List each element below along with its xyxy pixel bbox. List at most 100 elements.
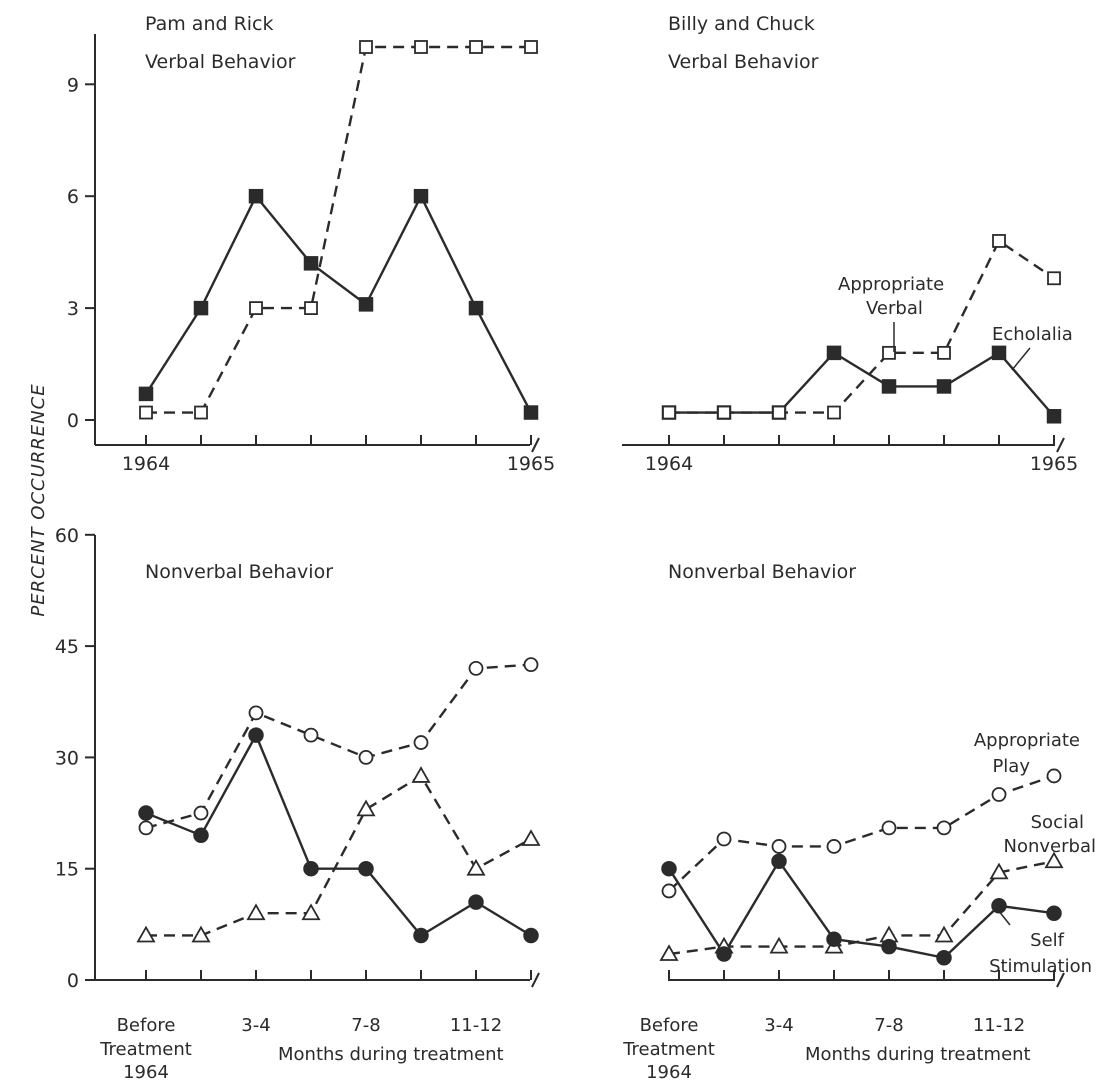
year-label-end-right: 1965 bbox=[1030, 453, 1078, 475]
y-tick-label: 3 bbox=[67, 298, 79, 320]
data-point-open-square bbox=[772, 405, 786, 420]
x-label-before-left-1: Before bbox=[117, 1015, 176, 1036]
panel-title-top-left-line1: Pam and Rick bbox=[145, 13, 274, 35]
data-point-open-circle bbox=[991, 787, 1007, 802]
annotation-self-stimulation-line2: Stimulation bbox=[989, 956, 1092, 977]
panel-title-top-right-line2: Verbal Behavior bbox=[668, 51, 819, 73]
data-point-open-square bbox=[139, 405, 153, 420]
data-point-filled-circle bbox=[1046, 905, 1062, 921]
y-tick-label: 60 bbox=[55, 525, 79, 547]
y-tick-label: 0 bbox=[67, 410, 79, 432]
data-point-filled-circle bbox=[826, 931, 842, 947]
data-point-open-square bbox=[359, 40, 373, 54]
annotation-echolalia: Echolalia bbox=[992, 324, 1073, 371]
series-line bbox=[668, 860, 1055, 956]
bottom-left-axes: 0 15 30 45 60 bbox=[55, 525, 540, 992]
data-point-filled-circle bbox=[413, 927, 429, 944]
data-point-open-circle bbox=[1046, 768, 1062, 784]
data-point-open-circle bbox=[193, 805, 209, 821]
top-left-axes: 0 3 6 9 bbox=[67, 34, 540, 453]
year-label-start-right: 1964 bbox=[645, 453, 693, 475]
data-point-filled-circle bbox=[991, 898, 1007, 914]
data-point-open-square bbox=[469, 40, 483, 54]
x-label-before-left-2: Treatment bbox=[99, 1039, 192, 1060]
x-label-7-8-left: 7-8 bbox=[351, 1015, 380, 1036]
x-label-11-12-right: 11-12 bbox=[973, 1015, 1025, 1036]
data-point-open-triangle bbox=[659, 944, 679, 961]
data-point-open-triangle bbox=[136, 925, 156, 943]
data-point-open-square bbox=[662, 405, 676, 420]
data-point-open-square bbox=[249, 301, 263, 316]
data-point-open-circle bbox=[661, 883, 677, 899]
x-label-before-right-3: 1964 bbox=[646, 1062, 692, 1083]
data-point-open-triangle bbox=[769, 936, 789, 954]
data-point-open-circle bbox=[881, 820, 897, 836]
panel-title-top-right-line1: Billy and Chuck bbox=[668, 13, 815, 35]
data-point-filled-square bbox=[936, 379, 952, 394]
x-label-3-4-left: 3-4 bbox=[241, 1015, 270, 1036]
data-point-filled-square bbox=[138, 386, 154, 402]
y-tick-label: 9 bbox=[67, 74, 79, 96]
annotation-appropriate-verbal: Appropriate Verbal bbox=[838, 274, 944, 352]
data-point-open-triangle bbox=[356, 799, 376, 817]
series-line bbox=[668, 774, 1055, 892]
data-point-filled-square bbox=[413, 188, 429, 204]
year-label-end-left: 1965 bbox=[507, 453, 555, 475]
y-tick-label: 6 bbox=[67, 186, 79, 208]
data-point-open-triangle bbox=[521, 829, 541, 846]
data-point-open-triangle bbox=[246, 903, 266, 921]
data-point-open-square bbox=[194, 405, 208, 420]
data-point-open-square bbox=[992, 234, 1006, 248]
data-point-filled-circle bbox=[138, 805, 154, 821]
data-point-open-circle bbox=[303, 727, 319, 743]
data-point-open-square bbox=[414, 40, 428, 54]
series-line bbox=[669, 239, 1055, 414]
top-right-axes bbox=[622, 435, 1065, 453]
data-point-open-square bbox=[524, 40, 538, 54]
data-point-filled-square bbox=[881, 379, 897, 394]
x-label-before-right-2: Treatment bbox=[622, 1039, 715, 1060]
panel-title-bottom-right: Nonverbal Behavior bbox=[668, 561, 856, 583]
data-point-filled-square bbox=[358, 297, 374, 312]
y-tick-label: 45 bbox=[55, 636, 79, 658]
y-tick-label: 30 bbox=[55, 747, 79, 769]
data-point-filled-square bbox=[248, 188, 264, 204]
data-point-open-triangle bbox=[989, 862, 1009, 880]
data-point-filled-circle bbox=[303, 860, 319, 877]
series-line bbox=[146, 774, 532, 937]
annotation-social-nonverbal: Social Nonverbal bbox=[1004, 812, 1096, 857]
data-point-open-triangle bbox=[934, 925, 954, 943]
data-point-filled-circle bbox=[358, 860, 374, 877]
data-point-open-circle bbox=[716, 831, 732, 847]
annotation-appropriate-play-line2: Play bbox=[992, 756, 1030, 777]
panel-title-top-left-line2: Verbal Behavior bbox=[145, 51, 296, 73]
series-line bbox=[145, 663, 532, 830]
data-point-filled-square bbox=[193, 300, 209, 316]
data-point-filled-circle bbox=[936, 949, 952, 966]
data-point-filled-square bbox=[826, 345, 842, 361]
annotation-appropriate-verbal-line1: Appropriate bbox=[838, 274, 944, 295]
data-point-open-circle bbox=[771, 839, 787, 854]
data-point-open-circle bbox=[468, 660, 484, 676]
data-point-open-circle bbox=[358, 750, 374, 765]
year-label-start-left: 1964 bbox=[122, 453, 170, 475]
data-point-filled-circle bbox=[468, 894, 484, 910]
data-point-filled-square bbox=[303, 256, 319, 271]
x-caption-left: Months during treatment bbox=[278, 1044, 504, 1065]
x-label-3-4-right: 3-4 bbox=[764, 1015, 793, 1036]
data-point-open-square bbox=[827, 405, 841, 420]
data-point-open-square bbox=[1047, 271, 1061, 286]
data-point-filled-circle bbox=[771, 853, 787, 870]
annotation-echolalia-leader bbox=[1011, 347, 1031, 371]
data-point-open-square bbox=[304, 301, 318, 316]
data-point-open-circle bbox=[248, 705, 264, 721]
x-label-11-12-left: 11-12 bbox=[450, 1015, 502, 1036]
series-line bbox=[145, 733, 532, 937]
data-point-filled-square bbox=[523, 405, 539, 420]
data-point-filled-circle bbox=[193, 827, 209, 844]
y-tick-label: 15 bbox=[55, 859, 79, 881]
x-label-before-right-1: Before bbox=[640, 1015, 699, 1036]
data-point-filled-circle bbox=[881, 938, 897, 955]
data-point-open-triangle bbox=[411, 766, 431, 783]
